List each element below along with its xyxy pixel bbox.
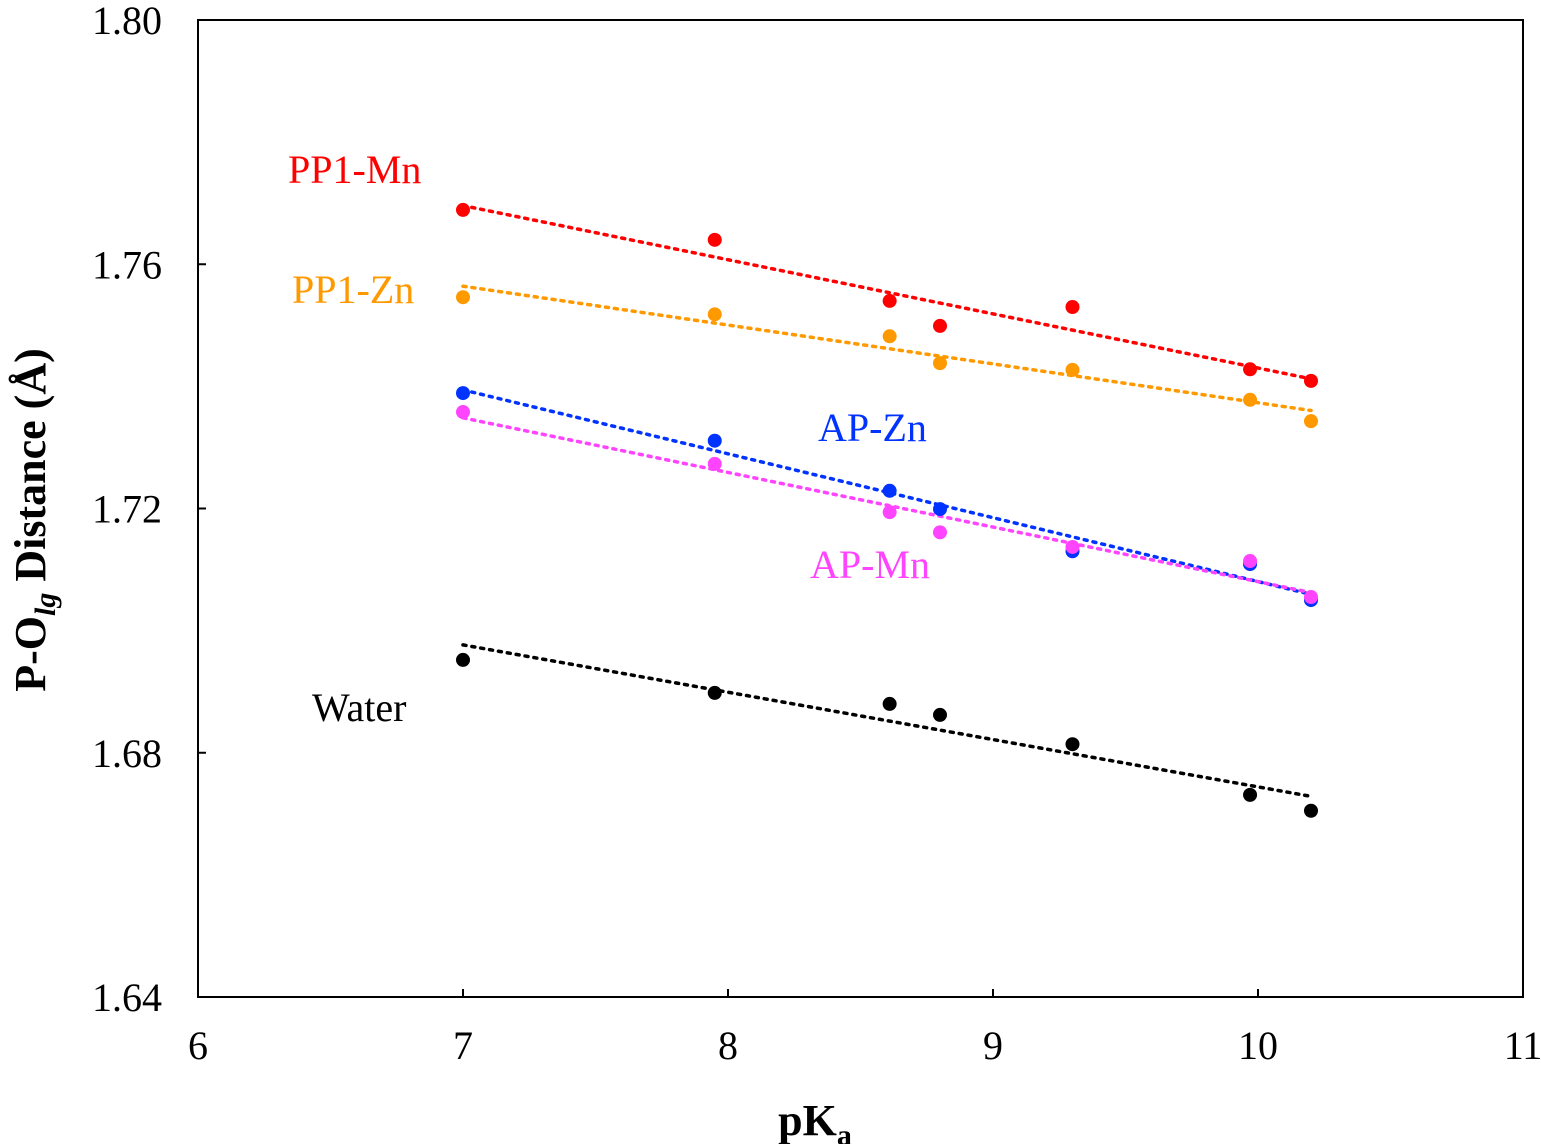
point-pp1-mn	[1304, 373, 1318, 388]
trendline-water	[461, 643, 1313, 799]
y-axis-label: P-Olg Distance (Å)	[6, 348, 62, 692]
series-label-water: Water	[312, 685, 407, 730]
y-tick-label: 1.80	[92, 0, 162, 43]
point-ap-mn	[1304, 590, 1318, 605]
point-ap-mn	[933, 525, 947, 540]
point-water	[1243, 787, 1258, 802]
point-pp1-mn	[1065, 299, 1080, 314]
point-pp1-zn	[882, 329, 897, 344]
point-pp1-zn	[1243, 392, 1258, 407]
point-pp1-zn	[933, 356, 947, 371]
point-pp1-zn	[707, 307, 722, 322]
point-ap-mn	[1243, 554, 1258, 569]
point-pp1-zn	[456, 290, 470, 305]
point-water	[933, 707, 947, 722]
point-pp1-mn	[456, 202, 470, 217]
point-ap-zn	[882, 483, 897, 498]
point-ap-zn	[933, 502, 947, 517]
x-tick-label: 6	[188, 1023, 208, 1068]
point-water	[1304, 803, 1318, 818]
point-pp1-mn	[882, 293, 897, 308]
y-tick-label: 1.76	[92, 242, 162, 287]
x-tick-label: 10	[1238, 1023, 1278, 1068]
point-water	[707, 685, 722, 700]
point-water	[456, 652, 470, 667]
x-axis-label: pKa	[778, 1096, 852, 1144]
point-ap-zn	[707, 433, 722, 448]
y-tick-label: 1.72	[92, 487, 162, 532]
point-pp1-mn	[1243, 362, 1258, 377]
y-axis-label-sub: lg	[29, 593, 62, 616]
series-label-pp1-zn: PP1-Zn	[292, 267, 414, 312]
y-tick-label: 1.68	[92, 731, 162, 776]
point-water	[882, 696, 897, 711]
y-tick-label: 1.64	[92, 975, 162, 1020]
point-pp1-mn	[707, 232, 722, 247]
x-tick-label: 8	[718, 1023, 738, 1068]
x-tick-label: 9	[983, 1023, 1003, 1068]
point-pp1-mn	[933, 318, 947, 333]
point-ap-mn	[707, 456, 722, 471]
point-water	[1065, 737, 1080, 752]
series-label-ap-mn: AP-Mn	[810, 542, 930, 587]
x-tick-label: 11	[1504, 1023, 1541, 1068]
series-label-ap-zn: AP-Zn	[818, 405, 927, 450]
point-ap-mn	[1065, 539, 1080, 554]
trendline-pp1-zn	[461, 284, 1313, 413]
trendline-pp1-mn	[461, 203, 1313, 381]
trendline-ap-mn	[461, 416, 1313, 595]
point-ap-zn	[456, 386, 470, 401]
x-axis-label-sub: a	[837, 1119, 852, 1144]
x-tick-label: 7	[453, 1023, 473, 1068]
point-pp1-zn	[1304, 414, 1318, 429]
point-ap-mn	[456, 405, 470, 420]
point-pp1-zn	[1065, 362, 1080, 377]
point-ap-mn	[882, 505, 897, 520]
series-label-pp1-mn: PP1-Mn	[288, 147, 421, 192]
